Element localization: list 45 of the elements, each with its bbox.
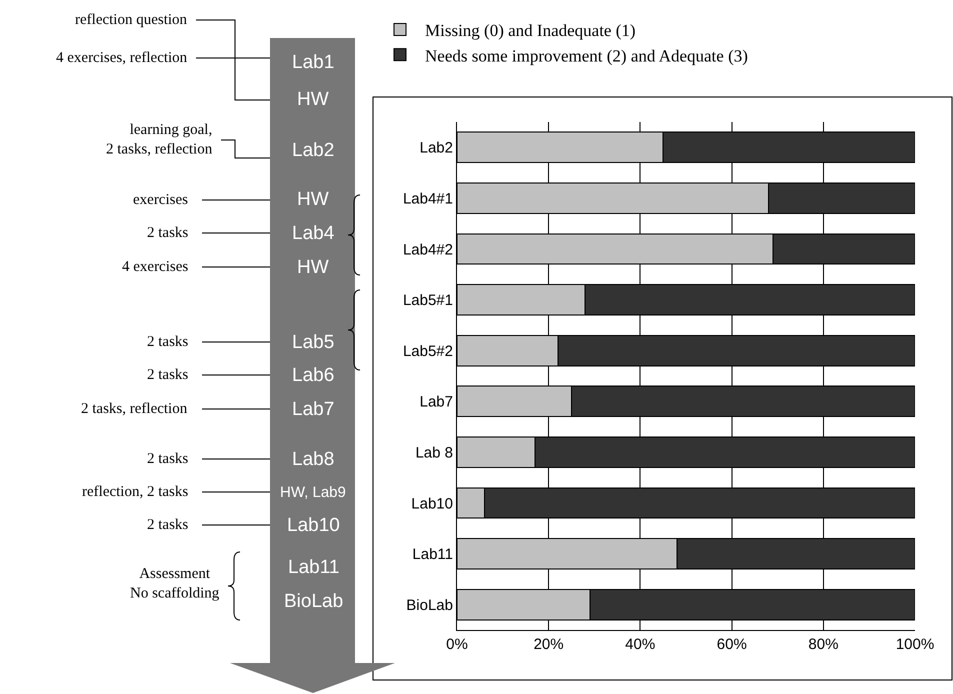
- x-tick-label: 20%: [534, 636, 564, 653]
- text: reflection, 2 tasks: [82, 484, 188, 500]
- text: Lab5: [292, 332, 334, 353]
- legend-label: Missing (0) and Inadequate (1): [425, 21, 636, 40]
- text: 2 tasks, reflection: [81, 401, 188, 417]
- text: 2 tasks: [147, 367, 188, 383]
- text: 2 tasks: [147, 451, 188, 467]
- legend-label: Needs some improvement (2) and Adequate (3): [425, 46, 748, 66]
- y-tick-label: Lab5#1: [402, 292, 453, 310]
- text: HW: [297, 257, 329, 278]
- text: 2 tasks: [147, 517, 188, 533]
- text: reflection question: [75, 12, 188, 28]
- y-tick-label: Lab4#2: [402, 241, 453, 258]
- text: 4 exercises, reflection: [56, 50, 188, 66]
- text: 2 tasks: [147, 334, 188, 350]
- x-tick-label: 80%: [808, 636, 838, 653]
- y-tick-label: Lab4#1: [402, 190, 453, 208]
- y-tick-label: Lab11: [412, 546, 453, 564]
- text: HW, Lab9: [280, 484, 346, 501]
- text: BioLab: [284, 591, 344, 612]
- text: 2 tasks: [147, 225, 188, 241]
- text: Lab11: [288, 557, 340, 578]
- text: 4 exercises: [122, 259, 188, 275]
- text: learning goal, 2 tasks, reflection: [106, 122, 213, 158]
- text: exercises: [133, 192, 188, 208]
- y-tick-label: Lab7: [420, 394, 453, 411]
- text: HW: [297, 89, 329, 110]
- text: Lab8: [292, 449, 334, 470]
- x-tick-label: 0%: [446, 636, 468, 653]
- x-tick-label: 60%: [716, 636, 747, 653]
- text: Lab1: [292, 52, 334, 73]
- text: Assessment No scaffolding: [130, 566, 220, 602]
- text: Lab2: [292, 140, 334, 161]
- text: Lab4: [292, 223, 335, 244]
- text: Lab10: [287, 515, 340, 536]
- x-tick-label: 100%: [896, 636, 934, 653]
- x-tick-label: 40%: [625, 636, 656, 653]
- y-tick-label: Lab10: [411, 495, 453, 512]
- text: Lab7: [292, 399, 334, 420]
- y-tick-label: BioLab: [406, 596, 453, 614]
- y-tick-label: Lab 8: [415, 444, 453, 462]
- text: HW: [297, 189, 329, 210]
- y-tick-label: Lab5#2: [402, 342, 453, 360]
- y-tick-label: Lab2: [420, 140, 453, 157]
- text: Lab6: [292, 365, 334, 386]
